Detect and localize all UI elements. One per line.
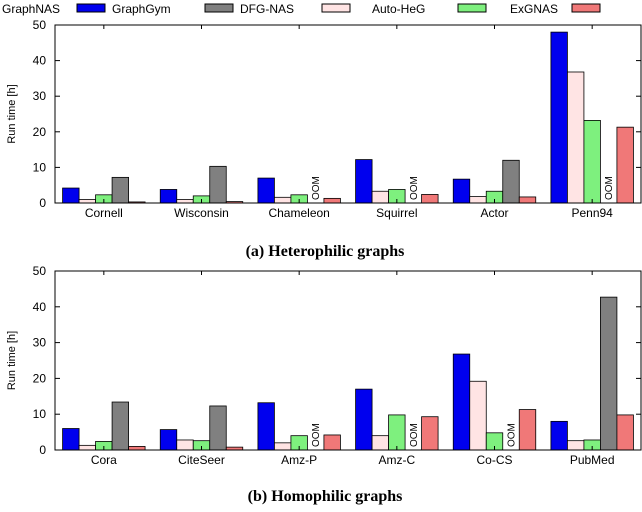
bar-graphnas-cornell — [62, 187, 80, 204]
bar-graphnas-actor — [452, 178, 471, 204]
chart-heterophilic: Run time [h] 0 10 20 30 40 50 Cornell Wisconsin O… — [6, 18, 642, 220]
legend-swatch-graphnas — [76, 3, 106, 13]
x-tick-label: PubMed — [570, 453, 615, 467]
bar-dfg-nas-wisconsin — [176, 199, 194, 204]
bar-graphnas-citeseer — [159, 429, 178, 451]
x-tick-label: CiteSeer — [178, 453, 225, 467]
bar-exgnas-actor — [518, 196, 537, 204]
bar-graphnas-cora — [62, 428, 80, 451]
bar-graphnas-pubmed — [550, 420, 568, 451]
bar-exgnas-amz-c — [421, 416, 439, 451]
bar-auto-heg-penn94 — [583, 120, 601, 204]
x-tick-label: Amz-P — [281, 453, 317, 467]
y-tick-label: 50 — [33, 18, 47, 32]
y-tick-label: 20 — [33, 125, 47, 139]
oom-label: OOM — [409, 423, 420, 447]
x-tick-label: Cornell — [85, 206, 123, 220]
bar-graphnas-amz-p — [257, 402, 275, 451]
legend: GraphNAS GraphGym DFG-NAS Auto-HeG ExGNAS — [2, 2, 601, 16]
bar-graphnas-chameleon — [257, 177, 275, 204]
oom-label: OOM — [604, 176, 615, 200]
bar-graphgym-wisconsin — [209, 165, 227, 204]
bar-graphgym-cornell — [111, 176, 129, 204]
legend-label-exgnas: ExGNAS — [510, 2, 558, 16]
bar-exgnas-penn94 — [616, 126, 634, 204]
bar-dfg-nas-actor — [469, 196, 487, 204]
x-tick-label: Chameleon — [268, 206, 329, 220]
y-tick-label: 10 — [33, 407, 47, 421]
y-tick-label: 50 — [33, 264, 47, 278]
bar-graphnas-co-cs — [452, 353, 471, 451]
legend-label-dfg-nas: DFG-NAS — [240, 2, 294, 16]
oom-label: OOM — [409, 176, 420, 200]
y-tick-label: 30 — [33, 89, 47, 103]
bar-dfg-nas-co-cs — [469, 380, 487, 451]
bar-graphnas-squirrel — [355, 159, 373, 204]
bar-exgnas-amz-p — [323, 434, 341, 451]
bar-dfg-nas-cornell — [78, 199, 96, 204]
y-tick-label: 20 — [33, 371, 47, 385]
bar-dfg-nas-squirrel — [371, 190, 389, 204]
bar-dfg-nas-pubmed — [567, 440, 585, 451]
bar-exgnas-chameleon — [323, 197, 341, 204]
y-axis-label: Run time [h] — [6, 84, 18, 143]
oom-label: OOM — [507, 423, 518, 447]
bar-graphnas-penn94 — [550, 31, 568, 204]
bar-dfg-nas-penn94 — [567, 71, 585, 204]
y-tick-label: 0 — [39, 196, 46, 210]
bar-dfg-nas-cora — [78, 444, 96, 451]
bar-graphgym-cora — [111, 401, 129, 451]
y-axis-label: Run time [h] — [6, 331, 18, 390]
y-tick-label: 30 — [33, 336, 47, 350]
bar-dfg-nas-amz-c — [371, 435, 389, 451]
legend-swatch-dfg-nas — [321, 3, 351, 13]
bar-dfg-nas-citeseer — [176, 439, 194, 451]
oom-label: OOM — [311, 423, 322, 447]
bar-exgnas-pubmed — [616, 414, 634, 451]
bar-graphnas-wisconsin — [159, 189, 178, 204]
x-tick-label: Co-CS — [476, 453, 512, 467]
x-tick-label: Amz-C — [378, 453, 415, 467]
chart-title-homophilic: (b) Homophilic graphs — [248, 488, 403, 505]
bar-graphgym-citeseer — [209, 405, 227, 451]
bar-dfg-nas-chameleon — [274, 196, 292, 204]
bar-exgnas-squirrel — [421, 194, 439, 204]
legend-label-graphgym: GraphGym — [112, 2, 171, 16]
legend-swatch-auto-heg — [457, 3, 487, 13]
x-tick-label: Wisconsin — [174, 206, 229, 220]
legend-label-graphnas: GraphNAS — [2, 2, 60, 16]
legend-label-auto-heg: Auto-HeG — [372, 2, 425, 16]
y-tick-label: 40 — [33, 300, 47, 314]
legend-swatch-exgnas — [571, 3, 601, 13]
bar-graphgym-actor — [502, 159, 520, 204]
bar-graphgym-pubmed — [600, 296, 618, 451]
bar-graphnas-amz-c — [355, 388, 373, 451]
bar-exgnas-cora — [128, 446, 146, 451]
y-tick-label: 10 — [33, 160, 47, 174]
y-tick-label: 40 — [33, 54, 47, 68]
x-tick-label: Penn94 — [571, 206, 613, 220]
oom-label: OOM — [311, 176, 322, 200]
chart-homophilic: Run time [h] 0 10 20 30 40 50 Cora CiteSeer OOM Am… — [6, 264, 642, 467]
plot-frame — [54, 24, 642, 204]
chart-title-heterophilic: (a) Heterophilic graphs — [246, 243, 405, 260]
x-tick-label: Squirrel — [376, 206, 417, 220]
y-tick-label: 0 — [39, 443, 46, 457]
bar-dfg-nas-amz-p — [274, 442, 292, 451]
plot-frame — [54, 270, 642, 451]
x-tick-label: Cora — [91, 453, 117, 467]
bar-exgnas-co-cs — [518, 409, 537, 451]
x-tick-label: Actor — [480, 206, 508, 220]
bar-auto-heg-amz-c — [388, 414, 406, 451]
legend-swatch-graphgym — [204, 3, 234, 13]
